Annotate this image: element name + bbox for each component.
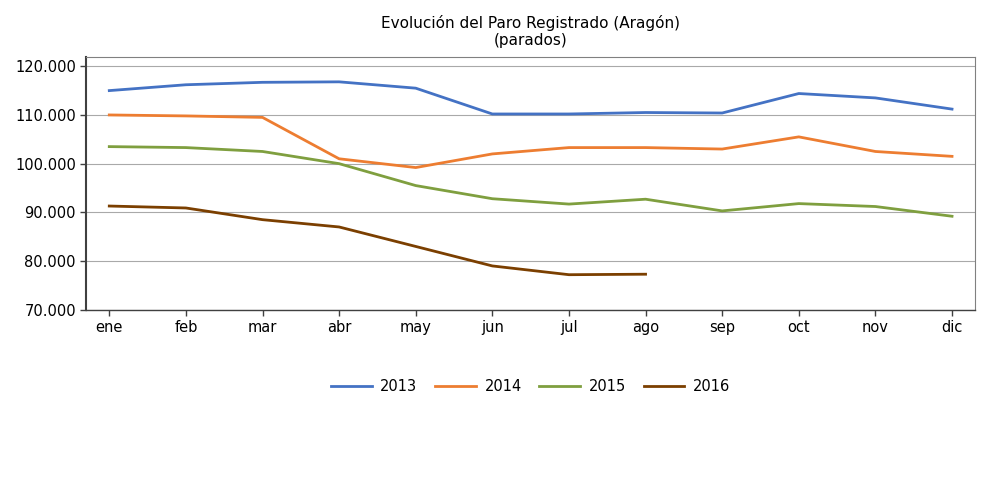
- Title: Evolución del Paro Registrado (Aragón)
(parados): Evolución del Paro Registrado (Aragón) (…: [381, 15, 680, 49]
- Line: 2015: 2015: [109, 147, 952, 216]
- Line: 2016: 2016: [109, 206, 645, 274]
- 2016: [256, 217, 268, 222]
- 2013: [563, 111, 575, 117]
- 2013: [793, 90, 805, 96]
- 2013: [180, 82, 192, 88]
- 2014: [334, 156, 346, 162]
- 2013: [716, 110, 728, 116]
- 2014: [563, 145, 575, 151]
- 2013: [256, 80, 268, 85]
- 2014: [103, 112, 115, 118]
- Line: 2014: 2014: [109, 115, 952, 167]
- 2015: [946, 213, 958, 219]
- 2015: [793, 201, 805, 207]
- 2016: [103, 203, 115, 209]
- 2014: [946, 153, 958, 159]
- 2016: [334, 224, 346, 230]
- 2013: [486, 111, 498, 117]
- 2013: [334, 79, 346, 85]
- 2013: [946, 106, 958, 112]
- 2016: [486, 263, 498, 269]
- 2015: [486, 196, 498, 202]
- 2015: [869, 204, 881, 210]
- 2015: [256, 149, 268, 155]
- 2015: [103, 144, 115, 150]
- 2016: [640, 271, 651, 277]
- 2014: [410, 164, 422, 170]
- 2014: [716, 146, 728, 152]
- 2013: [410, 85, 422, 91]
- 2014: [793, 134, 805, 140]
- 2013: [869, 95, 881, 101]
- 2014: [486, 151, 498, 157]
- 2015: [180, 145, 192, 151]
- 2016: [410, 244, 422, 249]
- Line: 2013: 2013: [109, 82, 952, 114]
- 2014: [869, 149, 881, 155]
- 2015: [716, 208, 728, 214]
- 2015: [563, 201, 575, 207]
- 2015: [410, 183, 422, 189]
- 2016: [563, 272, 575, 277]
- 2016: [180, 205, 192, 211]
- 2014: [256, 114, 268, 120]
- 2015: [334, 161, 346, 166]
- 2015: [640, 196, 651, 202]
- 2013: [640, 109, 651, 115]
- Legend: 2013, 2014, 2015, 2016: 2013, 2014, 2015, 2016: [325, 373, 737, 400]
- 2014: [180, 113, 192, 119]
- 2013: [103, 88, 115, 94]
- 2014: [640, 145, 651, 151]
